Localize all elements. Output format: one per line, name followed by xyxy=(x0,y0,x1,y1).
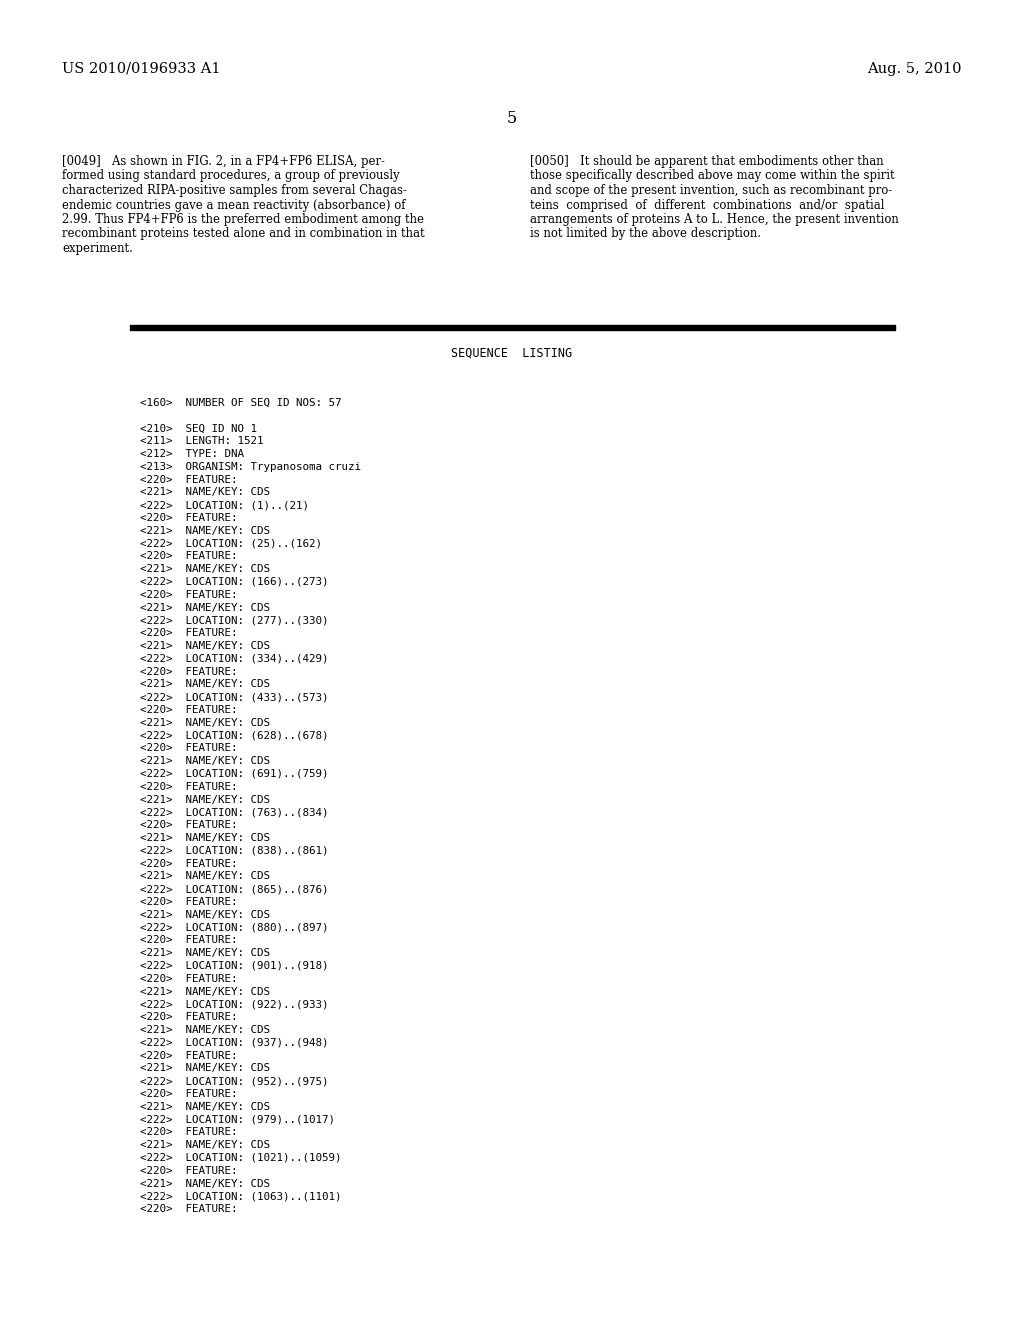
Text: [0050]   It should be apparent that embodiments other than: [0050] It should be apparent that embodi… xyxy=(530,154,884,168)
Text: <222>  LOCATION: (1)..(21): <222> LOCATION: (1)..(21) xyxy=(140,500,309,511)
Text: <221>  NAME/KEY: CDS: <221> NAME/KEY: CDS xyxy=(140,1140,270,1150)
Text: <220>  FEATURE:: <220> FEATURE: xyxy=(140,858,238,869)
Text: <221>  NAME/KEY: CDS: <221> NAME/KEY: CDS xyxy=(140,948,270,958)
Text: <212>  TYPE: DNA: <212> TYPE: DNA xyxy=(140,449,244,459)
Text: <221>  NAME/KEY: CDS: <221> NAME/KEY: CDS xyxy=(140,1179,270,1188)
Text: <220>  FEATURE:: <220> FEATURE: xyxy=(140,1051,238,1060)
Text: <220>  FEATURE:: <220> FEATURE: xyxy=(140,820,238,830)
Text: <220>  FEATURE:: <220> FEATURE: xyxy=(140,1127,238,1138)
Text: <222>  LOCATION: (691)..(759): <222> LOCATION: (691)..(759) xyxy=(140,770,329,779)
Text: <221>  NAME/KEY: CDS: <221> NAME/KEY: CDS xyxy=(140,1102,270,1111)
Text: those specifically described above may come within the spirit: those specifically described above may c… xyxy=(530,169,895,182)
Text: <222>  LOCATION: (433)..(573): <222> LOCATION: (433)..(573) xyxy=(140,692,329,702)
Text: <222>  LOCATION: (25)..(162): <222> LOCATION: (25)..(162) xyxy=(140,539,322,549)
Text: <221>  NAME/KEY: CDS: <221> NAME/KEY: CDS xyxy=(140,680,270,689)
Text: <221>  NAME/KEY: CDS: <221> NAME/KEY: CDS xyxy=(140,525,270,536)
Text: <160>  NUMBER OF SEQ ID NOS: 57: <160> NUMBER OF SEQ ID NOS: 57 xyxy=(140,397,341,408)
Text: and scope of the present invention, such as recombinant pro-: and scope of the present invention, such… xyxy=(530,183,892,197)
Text: <220>  FEATURE:: <220> FEATURE: xyxy=(140,1166,238,1176)
Text: <220>  FEATURE:: <220> FEATURE: xyxy=(140,1012,238,1022)
Text: <221>  NAME/KEY: CDS: <221> NAME/KEY: CDS xyxy=(140,1026,270,1035)
Text: experiment.: experiment. xyxy=(62,242,133,255)
Text: <222>  LOCATION: (763)..(834): <222> LOCATION: (763)..(834) xyxy=(140,808,329,817)
Text: <220>  FEATURE:: <220> FEATURE: xyxy=(140,513,238,523)
Text: 5: 5 xyxy=(507,110,517,127)
Text: <222>  LOCATION: (166)..(273): <222> LOCATION: (166)..(273) xyxy=(140,577,329,587)
Text: US 2010/0196933 A1: US 2010/0196933 A1 xyxy=(62,62,220,77)
Text: [0049]   As shown in FIG. 2, in a FP4+FP6 ELISA, per-: [0049] As shown in FIG. 2, in a FP4+FP6 … xyxy=(62,154,385,168)
Text: <220>  FEATURE:: <220> FEATURE: xyxy=(140,552,238,561)
Text: <222>  LOCATION: (1063)..(1101): <222> LOCATION: (1063)..(1101) xyxy=(140,1192,341,1201)
Text: teins  comprised  of  different  combinations  and/or  spatial: teins comprised of different combination… xyxy=(530,198,885,211)
Text: <220>  FEATURE:: <220> FEATURE: xyxy=(140,475,238,484)
Text: <221>  NAME/KEY: CDS: <221> NAME/KEY: CDS xyxy=(140,871,270,882)
Text: <222>  LOCATION: (838)..(861): <222> LOCATION: (838)..(861) xyxy=(140,846,329,855)
Text: <220>  FEATURE:: <220> FEATURE: xyxy=(140,705,238,715)
Text: <220>  FEATURE:: <220> FEATURE: xyxy=(140,936,238,945)
Text: <221>  NAME/KEY: CDS: <221> NAME/KEY: CDS xyxy=(140,487,270,498)
Text: <221>  NAME/KEY: CDS: <221> NAME/KEY: CDS xyxy=(140,756,270,766)
Text: characterized RIPA-positive samples from several Chagas-: characterized RIPA-positive samples from… xyxy=(62,183,407,197)
Text: <221>  NAME/KEY: CDS: <221> NAME/KEY: CDS xyxy=(140,909,270,920)
Text: formed using standard procedures, a group of previously: formed using standard procedures, a grou… xyxy=(62,169,399,182)
Text: is not limited by the above description.: is not limited by the above description. xyxy=(530,227,761,240)
Text: <220>  FEATURE:: <220> FEATURE: xyxy=(140,590,238,599)
Text: <222>  LOCATION: (979)..(1017): <222> LOCATION: (979)..(1017) xyxy=(140,1114,335,1125)
Text: <220>  FEATURE:: <220> FEATURE: xyxy=(140,1089,238,1100)
Text: <222>  LOCATION: (880)..(897): <222> LOCATION: (880)..(897) xyxy=(140,923,329,933)
Text: Aug. 5, 2010: Aug. 5, 2010 xyxy=(867,62,962,77)
Text: <221>  NAME/KEY: CDS: <221> NAME/KEY: CDS xyxy=(140,564,270,574)
Text: <222>  LOCATION: (952)..(975): <222> LOCATION: (952)..(975) xyxy=(140,1076,329,1086)
Text: <220>  FEATURE:: <220> FEATURE: xyxy=(140,628,238,638)
Text: <220>  FEATURE:: <220> FEATURE: xyxy=(140,781,238,792)
Text: endemic countries gave a mean reactivity (absorbance) of: endemic countries gave a mean reactivity… xyxy=(62,198,406,211)
Text: <222>  LOCATION: (628)..(678): <222> LOCATION: (628)..(678) xyxy=(140,730,329,741)
Text: <222>  LOCATION: (901)..(918): <222> LOCATION: (901)..(918) xyxy=(140,961,329,972)
Text: <213>  ORGANISM: Trypanosoma cruzi: <213> ORGANISM: Trypanosoma cruzi xyxy=(140,462,361,471)
Text: <211>  LENGTH: 1521: <211> LENGTH: 1521 xyxy=(140,436,263,446)
Text: <222>  LOCATION: (277)..(330): <222> LOCATION: (277)..(330) xyxy=(140,615,329,626)
Text: <210>  SEQ ID NO 1: <210> SEQ ID NO 1 xyxy=(140,424,257,433)
Text: arrangements of proteins A to L. Hence, the present invention: arrangements of proteins A to L. Hence, … xyxy=(530,213,899,226)
Text: recombinant proteins tested alone and in combination in that: recombinant proteins tested alone and in… xyxy=(62,227,425,240)
Text: 2.99. Thus FP4+FP6 is the preferred embodiment among the: 2.99. Thus FP4+FP6 is the preferred embo… xyxy=(62,213,424,226)
Text: SEQUENCE  LISTING: SEQUENCE LISTING xyxy=(452,347,572,360)
Text: <221>  NAME/KEY: CDS: <221> NAME/KEY: CDS xyxy=(140,642,270,651)
Text: <221>  NAME/KEY: CDS: <221> NAME/KEY: CDS xyxy=(140,986,270,997)
Text: <222>  LOCATION: (865)..(876): <222> LOCATION: (865)..(876) xyxy=(140,884,329,894)
Text: <220>  FEATURE:: <220> FEATURE: xyxy=(140,1204,238,1214)
Text: <220>  FEATURE:: <220> FEATURE: xyxy=(140,667,238,677)
Text: <222>  LOCATION: (937)..(948): <222> LOCATION: (937)..(948) xyxy=(140,1038,329,1048)
Text: <221>  NAME/KEY: CDS: <221> NAME/KEY: CDS xyxy=(140,833,270,843)
Text: <222>  LOCATION: (922)..(933): <222> LOCATION: (922)..(933) xyxy=(140,999,329,1010)
Text: <221>  NAME/KEY: CDS: <221> NAME/KEY: CDS xyxy=(140,795,270,805)
Text: <220>  FEATURE:: <220> FEATURE: xyxy=(140,974,238,983)
Text: <221>  NAME/KEY: CDS: <221> NAME/KEY: CDS xyxy=(140,603,270,612)
Text: <221>  NAME/KEY: CDS: <221> NAME/KEY: CDS xyxy=(140,718,270,727)
Text: <220>  FEATURE:: <220> FEATURE: xyxy=(140,898,238,907)
Text: <220>  FEATURE:: <220> FEATURE: xyxy=(140,743,238,754)
Text: <222>  LOCATION: (1021)..(1059): <222> LOCATION: (1021)..(1059) xyxy=(140,1152,341,1163)
Text: <221>  NAME/KEY: CDS: <221> NAME/KEY: CDS xyxy=(140,1064,270,1073)
Text: <222>  LOCATION: (334)..(429): <222> LOCATION: (334)..(429) xyxy=(140,653,329,664)
